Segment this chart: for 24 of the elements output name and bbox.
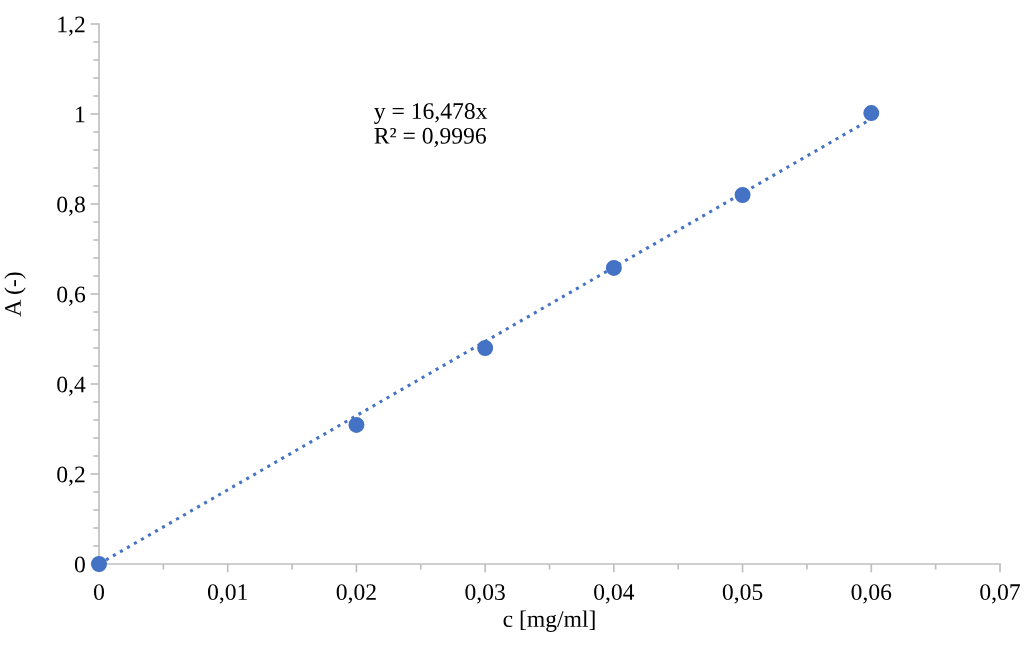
y-tick-label: 0,2 [57, 466, 85, 486]
point [734, 187, 751, 203]
annotation: y = 16,478x [374, 103, 488, 124]
x-tick-label: 0,02 [336, 584, 376, 604]
y-axis-title: A (-) [4, 272, 26, 317]
point [348, 416, 365, 433]
x-tick-label: 0,01 [207, 584, 247, 604]
point [477, 340, 494, 356]
x-tick-label: 0,06 [851, 584, 892, 604]
y-tick-label: 1 [76, 106, 85, 123]
y-tick-label: 0,6 [57, 286, 86, 306]
y-tick-label: 0 [74, 556, 85, 573]
point [605, 259, 622, 276]
y-tick-label: 0,8 [57, 196, 85, 216]
x-tick-label: 0 [94, 584, 104, 601]
x-tick-label: 0,04 [594, 584, 635, 604]
x-tick-label: 0,05 [722, 584, 763, 604]
y-tick-label: 1,2 [58, 16, 85, 36]
annotation: R² = 0,9996 [374, 127, 486, 148]
x-tick-label: 0,07 [980, 584, 1020, 604]
y-tick-label: 0,4 [57, 376, 86, 396]
point [863, 105, 880, 122]
x-tick-label: 0,03 [465, 584, 505, 604]
x-axis-title: c [mg/ml] [503, 610, 595, 632]
